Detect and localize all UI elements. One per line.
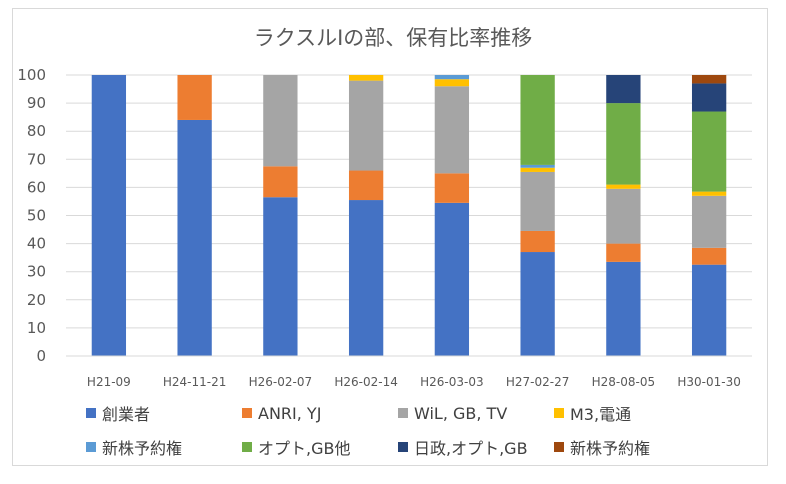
bar-segment bbox=[177, 119, 212, 357]
bar-segment bbox=[691, 195, 727, 248]
x-tick-label: H26-03-03 bbox=[420, 375, 484, 389]
x-tick-label: H27-02-27 bbox=[506, 375, 570, 389]
bar-segment bbox=[348, 75, 384, 81]
bar-segment bbox=[263, 75, 298, 167]
bar-segment bbox=[263, 166, 298, 198]
legend-swatch bbox=[398, 408, 408, 418]
x-tick-label: H30-01-30 bbox=[677, 375, 741, 389]
legend-item: M3,電通 bbox=[554, 402, 631, 424]
bars bbox=[91, 75, 727, 357]
legend-swatch bbox=[398, 442, 408, 452]
bar-segment bbox=[606, 184, 641, 189]
bar-segment bbox=[434, 173, 470, 203]
bar-segment bbox=[606, 75, 641, 104]
legend-item: 新株予約権 bbox=[554, 436, 650, 458]
y-tick-label: 50 bbox=[27, 207, 46, 225]
bar-segment bbox=[520, 252, 555, 356]
bar-segment bbox=[520, 167, 555, 172]
legend-item: ANRI, YJ bbox=[242, 402, 321, 424]
y-tick-label: 10 bbox=[27, 319, 46, 337]
bar-segment bbox=[348, 200, 384, 356]
bar-segment bbox=[691, 111, 727, 192]
y-tick-label: 20 bbox=[27, 291, 46, 309]
bar-segment bbox=[348, 80, 384, 171]
legend-label: オプト,GB他 bbox=[258, 439, 351, 458]
x-axis: H21-09 H24-11-21 H26-02-07 H26-02-14 H26-03-… bbox=[66, 355, 752, 389]
bar-segment bbox=[606, 188, 641, 244]
bar-segment bbox=[520, 75, 555, 165]
y-axis: 0 10 20 30 40 50 60 70 80 90 100 bbox=[17, 66, 46, 365]
legend-swatch bbox=[86, 442, 96, 452]
legend-label: ANRI, YJ bbox=[258, 403, 322, 423]
chart-frame bbox=[12, 8, 768, 466]
legend-item: 日政,オプト,GB bbox=[398, 436, 528, 458]
legend-item: 創業者 bbox=[86, 402, 150, 424]
bar-segment bbox=[691, 247, 727, 265]
bar-segment bbox=[177, 75, 212, 120]
bar-segment bbox=[520, 171, 555, 231]
bar-segment bbox=[263, 197, 298, 356]
y-tick-label: 40 bbox=[27, 235, 46, 253]
x-tick-label: H24-11-21 bbox=[163, 375, 227, 389]
x-tick-label: H26-02-07 bbox=[249, 375, 313, 389]
legend-item: オプト,GB他 bbox=[242, 436, 350, 458]
legend-swatch bbox=[554, 408, 564, 418]
legend-label: 日政,オプト,GB bbox=[414, 439, 528, 458]
legend-label: 新株予約権 bbox=[102, 439, 183, 458]
y-tick-label: 60 bbox=[27, 178, 46, 196]
legend-swatch bbox=[554, 442, 564, 452]
bar-segment bbox=[691, 83, 727, 112]
bar-segment bbox=[520, 230, 555, 253]
legend-swatch bbox=[242, 442, 252, 452]
x-tick-label: H21-09 bbox=[87, 375, 131, 389]
legend-label: 創業者 bbox=[102, 405, 151, 424]
bar-segment bbox=[434, 202, 470, 356]
bar-segment bbox=[520, 164, 555, 168]
legend-item: 新株予約権 bbox=[86, 436, 182, 458]
y-tick-label: 80 bbox=[27, 122, 46, 140]
y-tick-label: 0 bbox=[36, 347, 46, 365]
gridlines bbox=[66, 74, 752, 357]
bar-segment bbox=[606, 103, 641, 185]
legend-swatch bbox=[242, 408, 252, 418]
bar-segment bbox=[606, 243, 641, 262]
bar-segment bbox=[691, 191, 727, 196]
legend-item: WiL, GB, TV bbox=[398, 402, 507, 424]
x-tick-label: H26-02-14 bbox=[334, 375, 398, 389]
bar-segment bbox=[434, 75, 470, 80]
bar-segment bbox=[606, 261, 641, 356]
x-tick-label: H28-08-05 bbox=[592, 375, 656, 389]
bar-segment bbox=[434, 86, 470, 174]
y-tick-label: 70 bbox=[27, 150, 46, 168]
bar-segment bbox=[348, 170, 384, 201]
bar-segment bbox=[691, 75, 727, 84]
legend-label: 新株予約権 bbox=[570, 439, 651, 458]
chart-title: ラクスルIの部、保有比率推移 bbox=[253, 26, 533, 50]
y-tick-label: 90 bbox=[27, 94, 46, 112]
bar-segment bbox=[91, 75, 127, 356]
y-tick-label: 30 bbox=[27, 263, 46, 281]
bar-segment bbox=[691, 264, 727, 356]
bar-segment bbox=[434, 79, 470, 87]
legend-swatch bbox=[86, 408, 96, 418]
legend-label: M3,電通 bbox=[570, 405, 632, 424]
legend-label: WiL, GB, TV bbox=[414, 403, 508, 423]
y-tick-label: 100 bbox=[17, 66, 46, 84]
